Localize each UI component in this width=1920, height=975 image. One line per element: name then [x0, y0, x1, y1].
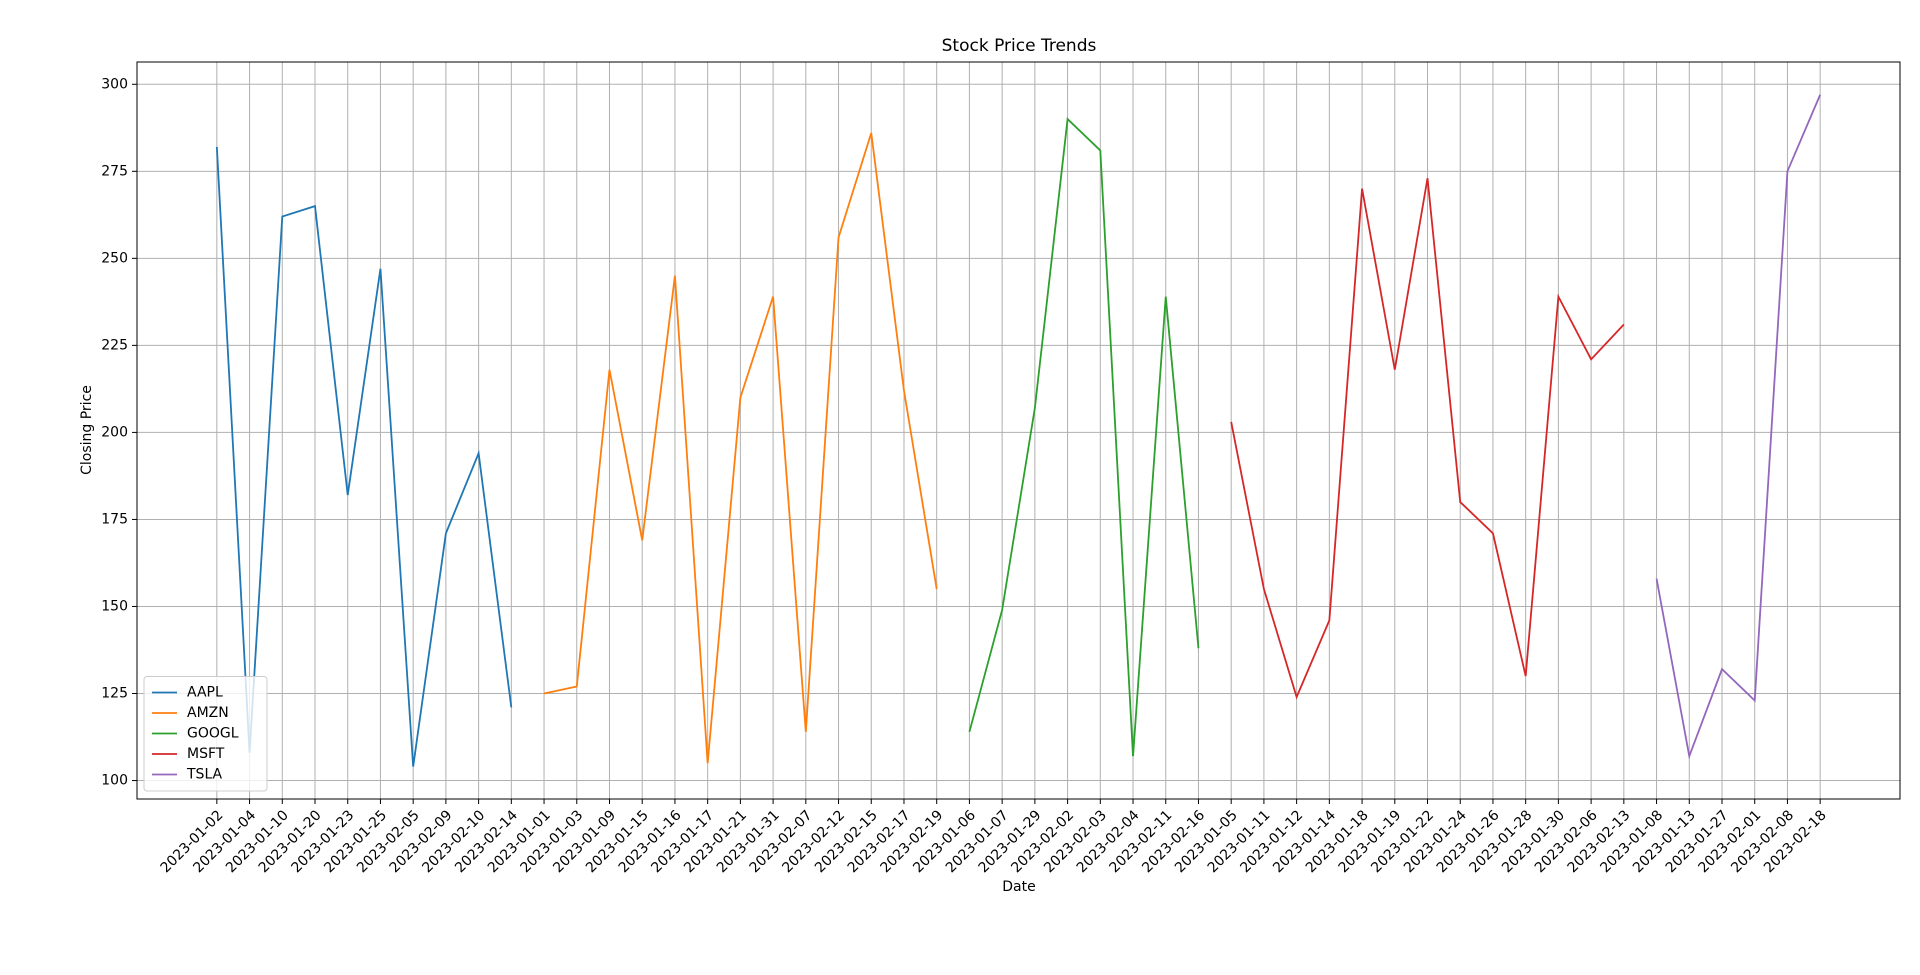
legend-label: AMZN: [187, 705, 229, 721]
line: [215, 146, 513, 767]
y-tick-label: 275: [101, 163, 128, 179]
line: [1230, 178, 1625, 700]
y-tick-label: 175: [101, 511, 128, 527]
x-axis-label: Date: [1002, 879, 1035, 895]
plot-frame: [136, 61, 1901, 800]
legend-label: MSFT: [187, 746, 225, 762]
y-tick-label: 300: [101, 76, 128, 92]
legend-box: [143, 676, 268, 792]
y-tick-label: 250: [101, 250, 128, 266]
line: [968, 117, 1200, 757]
y-tick-label: 225: [101, 337, 128, 353]
y-axis-label: Closing Price: [79, 385, 95, 475]
legend-label: AAPL: [187, 685, 223, 701]
line: [543, 132, 938, 764]
legend-label: GOOGL: [187, 726, 239, 742]
y-tick-label: 200: [101, 424, 128, 440]
y-tick-label: 150: [101, 598, 128, 614]
line: [1655, 94, 1821, 760]
chart-title: Stock Price Trends: [942, 36, 1097, 56]
y-tick-label: 125: [101, 686, 128, 702]
y-tick-label: 100: [101, 773, 128, 789]
legend-label: TSLA: [186, 767, 223, 783]
legend: AAPL AMZN GOOGL MSFT TSLA: [143, 676, 268, 792]
